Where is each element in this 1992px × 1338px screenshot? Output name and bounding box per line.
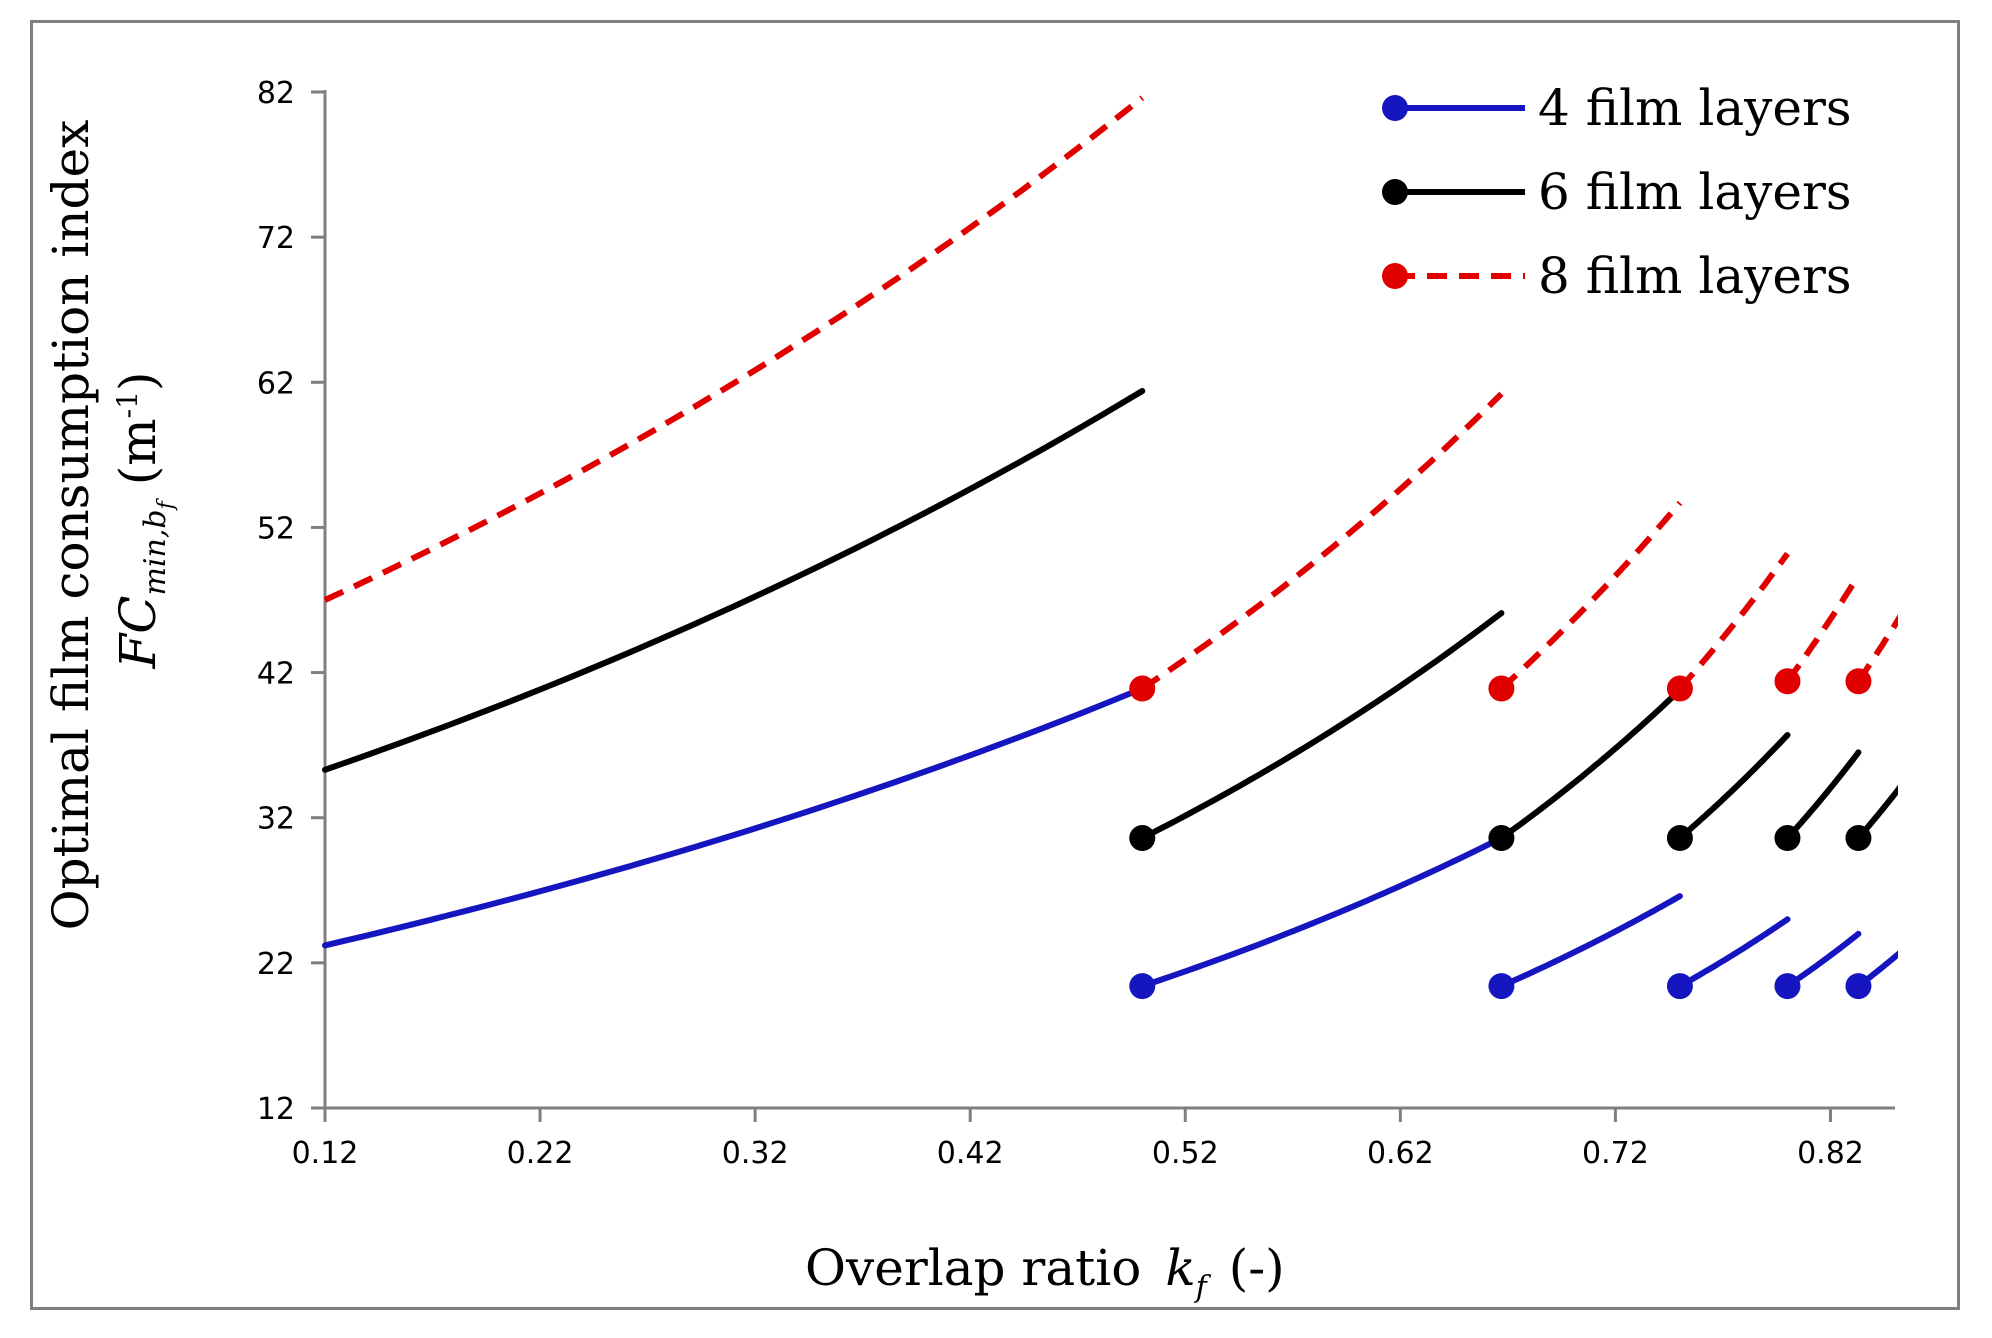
axes bbox=[323, 90, 1895, 1110]
x-axis-title-text: Overlap ratio kf (-) bbox=[805, 1239, 1285, 1305]
series-marker bbox=[1774, 973, 1801, 1000]
y-axis-subscript: min,b bbox=[138, 509, 173, 595]
x-tick-label: 0.82 bbox=[1797, 1136, 1864, 1171]
y-tick-label: 22 bbox=[257, 947, 295, 982]
x-axis-subscript: f bbox=[1194, 1270, 1212, 1305]
series-line-segment bbox=[1785, 573, 1861, 683]
series-line-segment bbox=[1140, 391, 1504, 691]
series-line-segment bbox=[1784, 749, 1862, 841]
x-tick-label: 0.12 bbox=[292, 1136, 359, 1171]
legend: 4 film layers 6 film layers 8 film layers bbox=[1382, 79, 1852, 305]
y-tick-label: 42 bbox=[257, 657, 295, 692]
y-axis-subsubscript: f bbox=[154, 497, 179, 511]
legend-marker bbox=[1382, 95, 1408, 121]
x-tick-label: 0.22 bbox=[507, 1136, 574, 1171]
y-axis-title-line2: FCmin,bf (m-1) bbox=[109, 372, 179, 670]
series-line-segment bbox=[1498, 687, 1683, 841]
series-marker bbox=[1666, 675, 1693, 702]
y-tick-label: 52 bbox=[257, 511, 295, 546]
x-axis-unit: (-) bbox=[1229, 1239, 1285, 1297]
y-ticks: 82 72 62 52 42 32 22 12 bbox=[257, 76, 325, 1127]
series-line-segment bbox=[1855, 614, 1898, 683]
series-3 bbox=[323, 95, 1898, 691]
x-ticks: 0.12 0.22 0.32 0.42 0.52 0.62 0.72 0.82 bbox=[292, 1108, 1864, 1171]
legend-item: 6 film layers bbox=[1382, 163, 1852, 221]
y-axis-unit-close: ) bbox=[109, 372, 167, 392]
legend-label: 4 film layers bbox=[1538, 79, 1852, 137]
series-line-segment bbox=[1676, 732, 1791, 841]
series-layer bbox=[322, 95, 1898, 1000]
y-tick-label: 72 bbox=[257, 221, 295, 256]
series-marker bbox=[1774, 668, 1801, 695]
series-marker bbox=[1488, 675, 1515, 702]
series-line-segment bbox=[1498, 893, 1683, 990]
y-axis-title: Optimal film consumption index FCmin,bf (… bbox=[42, 120, 179, 931]
legend-marker bbox=[1382, 263, 1408, 289]
series-line-segment bbox=[1855, 784, 1898, 841]
y-tick-label: 32 bbox=[257, 802, 295, 837]
x-axis-main-label: Overlap ratio bbox=[805, 1239, 1141, 1297]
legend-label: 8 film layers bbox=[1538, 247, 1852, 305]
legend-label: 6 film layers bbox=[1538, 163, 1852, 221]
x-axis-title: Overlap ratio kf (-) bbox=[805, 1239, 1285, 1305]
y-tick-label: 82 bbox=[257, 76, 295, 111]
series-line-segment bbox=[322, 685, 1146, 949]
series-marker bbox=[1666, 825, 1693, 852]
x-axis-variable: k bbox=[1165, 1239, 1195, 1297]
series-line-segment bbox=[1676, 916, 1791, 990]
y-axis-unit-sup: -1 bbox=[111, 391, 144, 418]
series-line-segment bbox=[1677, 551, 1790, 691]
series-line-segment bbox=[323, 95, 1145, 603]
series-marker bbox=[1129, 825, 1156, 852]
series-marker bbox=[1129, 973, 1156, 1000]
x-tick-label: 0.42 bbox=[937, 1136, 1004, 1171]
y-tick-label: 62 bbox=[257, 366, 295, 401]
series-marker bbox=[1845, 973, 1872, 1000]
chart-frame bbox=[30, 20, 1960, 1310]
x-tick-label: 0.52 bbox=[1152, 1136, 1219, 1171]
x-tick-label: 0.62 bbox=[1367, 1136, 1434, 1171]
series-line-segment bbox=[322, 388, 1146, 773]
series-marker bbox=[1666, 973, 1693, 1000]
series-line-segment bbox=[1784, 930, 1862, 990]
y-tick-label: 12 bbox=[257, 1092, 295, 1127]
legend-item: 8 film layers bbox=[1382, 247, 1852, 305]
series-marker bbox=[1845, 668, 1872, 695]
marker-layer bbox=[1129, 668, 1872, 1000]
series-marker bbox=[1845, 825, 1872, 852]
legend-marker bbox=[1382, 179, 1408, 205]
series-line-segment bbox=[1499, 500, 1683, 691]
x-tick-label: 0.32 bbox=[722, 1136, 789, 1171]
legend-item: 4 film layers bbox=[1382, 79, 1852, 137]
x-tick-label: 0.72 bbox=[1582, 1136, 1649, 1171]
series-line-segment bbox=[1139, 610, 1505, 841]
series-marker bbox=[1488, 825, 1515, 852]
series-marker bbox=[1488, 973, 1515, 1000]
series-2 bbox=[322, 388, 1898, 841]
series-line-segment bbox=[1139, 835, 1505, 990]
y-axis-unit-open: (m bbox=[109, 418, 167, 485]
y-axis-variable: FC bbox=[109, 596, 167, 670]
series-marker bbox=[1774, 825, 1801, 852]
series-marker bbox=[1129, 675, 1156, 702]
y-axis-title-line1: Optimal film consumption index bbox=[42, 120, 100, 931]
